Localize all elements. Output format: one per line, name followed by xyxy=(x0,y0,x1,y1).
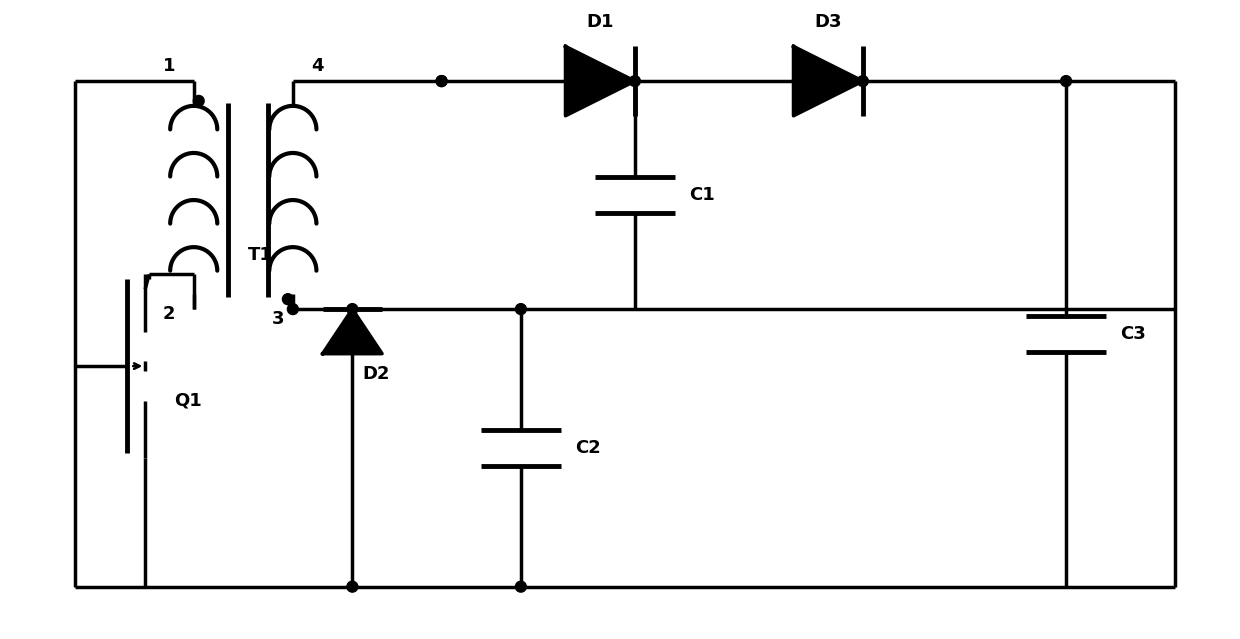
Text: D2: D2 xyxy=(362,364,389,383)
Text: D3: D3 xyxy=(815,13,842,31)
Text: 1: 1 xyxy=(162,58,175,75)
Circle shape xyxy=(516,304,526,314)
Text: 3: 3 xyxy=(272,310,284,328)
Text: Q1: Q1 xyxy=(174,392,202,410)
Text: C3: C3 xyxy=(1121,325,1146,343)
Polygon shape xyxy=(794,47,863,116)
Circle shape xyxy=(347,304,358,314)
Circle shape xyxy=(436,75,446,86)
Text: 2: 2 xyxy=(162,305,175,323)
Text: D1: D1 xyxy=(587,13,614,31)
Circle shape xyxy=(516,581,526,592)
Polygon shape xyxy=(565,47,635,116)
Circle shape xyxy=(193,95,205,106)
Circle shape xyxy=(1060,75,1071,86)
Text: 4: 4 xyxy=(311,58,324,75)
Text: C1: C1 xyxy=(689,186,715,204)
Circle shape xyxy=(283,294,294,305)
Polygon shape xyxy=(322,309,382,354)
Text: T1: T1 xyxy=(248,245,273,263)
Circle shape xyxy=(630,75,640,86)
Circle shape xyxy=(288,304,299,314)
Circle shape xyxy=(857,75,868,86)
Text: C2: C2 xyxy=(575,439,601,457)
Circle shape xyxy=(436,75,446,86)
Circle shape xyxy=(347,581,358,592)
